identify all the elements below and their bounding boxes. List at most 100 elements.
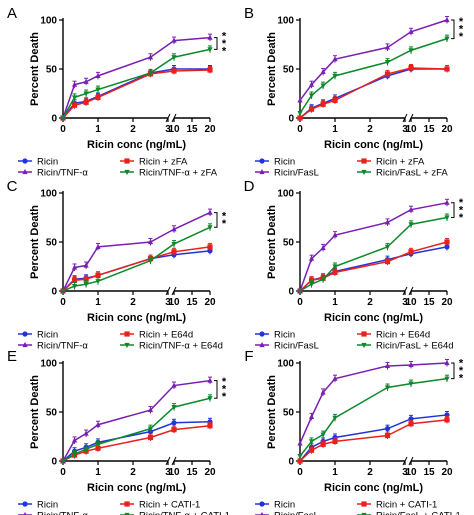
data-point (71, 277, 78, 283)
data-point (408, 421, 414, 427)
data-point (83, 430, 89, 436)
data-point (207, 244, 213, 250)
series-2 (297, 238, 450, 294)
data-point (444, 215, 450, 221)
data-point (444, 244, 450, 250)
x-tick-label: 2 (130, 467, 136, 478)
data-point (207, 34, 213, 40)
y-axis-title: Percent Death (29, 205, 41, 279)
data-point (320, 101, 326, 107)
data-point (444, 16, 450, 23)
x-tick-label: 10 (405, 124, 417, 135)
data-point (95, 421, 101, 427)
data-point (71, 452, 78, 458)
data-point (408, 249, 414, 255)
y-tick-label: 50 (283, 238, 295, 249)
data-point (444, 66, 450, 72)
chart-panel-D: D 0 50 100 0 1 2 310 15 20 Percent Death Ricin conc… (244, 178, 464, 352)
y-tick-label: 50 (283, 408, 295, 419)
data-point (83, 78, 89, 84)
x-tick-label: 15 (186, 297, 198, 308)
data-point (207, 396, 213, 402)
chart-panel-E: E 0 50 100 0 1 2 310 15 20 Percent Death Ricin conc… (7, 348, 230, 515)
data-point (207, 248, 213, 254)
data-point (444, 376, 450, 382)
legend-label: Ricin/FasL + zFA (376, 168, 448, 179)
data-point (71, 284, 78, 290)
x-tick-label: 20 (441, 297, 453, 308)
data-point (320, 389, 326, 395)
x-tick-label: 3 (165, 297, 171, 308)
legend-label: Ricin + zFA (376, 157, 425, 168)
significance-bracket (451, 202, 455, 218)
data-point (207, 377, 213, 383)
data-point (147, 54, 154, 60)
series-4 (297, 374, 450, 460)
x-tick-label: 2 (130, 124, 136, 135)
x-tick-label: 20 (441, 124, 453, 135)
data-point (83, 447, 89, 453)
significance-star: * (222, 45, 227, 57)
series-3 (297, 198, 450, 294)
x-tick-label: 1 (332, 467, 338, 478)
x-tick-label: 15 (423, 124, 435, 135)
y-axis-title: Percent Death (29, 375, 41, 449)
x-tick-label: 0 (297, 124, 303, 135)
x-tick-label: 2 (130, 297, 136, 308)
series-4 (60, 223, 213, 295)
y-tick-label: 50 (283, 65, 295, 76)
legend-label: Ricin/TNF-α + zFA (139, 168, 218, 179)
series-2 (60, 242, 213, 294)
legend-label: Ricin + E64d (376, 330, 430, 341)
legend-label: Ricin + CATI-1 (139, 500, 200, 511)
significance-star: * (459, 373, 464, 385)
legend-marker (22, 341, 28, 348)
y-axis-title: Percent Death (29, 32, 41, 106)
y-axis-title: Percent Death (266, 375, 278, 449)
x-tick-label: 15 (423, 467, 435, 478)
legend-marker (23, 511, 27, 515)
x-tick-label: 3 (402, 297, 408, 308)
x-tick-label: 2 (367, 297, 373, 308)
data-point (95, 72, 101, 78)
data-point (207, 47, 213, 53)
data-point (147, 70, 154, 77)
legend-marker (361, 158, 367, 164)
data-point (308, 439, 315, 445)
data-point (320, 244, 326, 250)
x-tick-label: 10 (168, 124, 180, 135)
x-tick-label: 20 (204, 124, 216, 135)
data-point (332, 438, 338, 444)
data-point (308, 282, 315, 288)
data-point (332, 415, 338, 421)
y-axis-title: Percent Death (266, 32, 278, 106)
data-point (95, 87, 101, 93)
x-tick-label: 10 (405, 297, 417, 308)
y-tick-label: 0 (288, 457, 294, 468)
legend-label: Ricin/TNF-α (37, 511, 88, 515)
legend-label: Ricin (37, 330, 58, 341)
legend-marker (124, 331, 130, 337)
legend-label: Ricin (274, 500, 295, 511)
significance-star: * (459, 212, 464, 224)
x-axis-title: Ricin conc (ng/mL) (87, 139, 186, 151)
y-tick-label: 0 (51, 287, 57, 298)
legend-label: Ricin/TNF-α (37, 168, 88, 179)
data-point (171, 382, 177, 388)
data-point (332, 232, 338, 238)
legend-marker (124, 501, 130, 507)
significance-star: * (222, 391, 227, 403)
data-point (384, 362, 391, 369)
data-point (308, 106, 315, 112)
panel-letter: F (244, 348, 253, 365)
y-tick-label: 50 (46, 238, 58, 249)
data-point (71, 264, 78, 270)
data-point (60, 288, 66, 295)
y-tick-label: 50 (46, 65, 58, 76)
legend-label: Ricin/TNF-α + E64d (139, 341, 223, 352)
x-tick-label: 10 (168, 297, 180, 308)
significance-star: * (222, 376, 227, 388)
significance-star: * (459, 197, 464, 209)
legend-marker (22, 331, 28, 337)
data-point (60, 115, 66, 122)
